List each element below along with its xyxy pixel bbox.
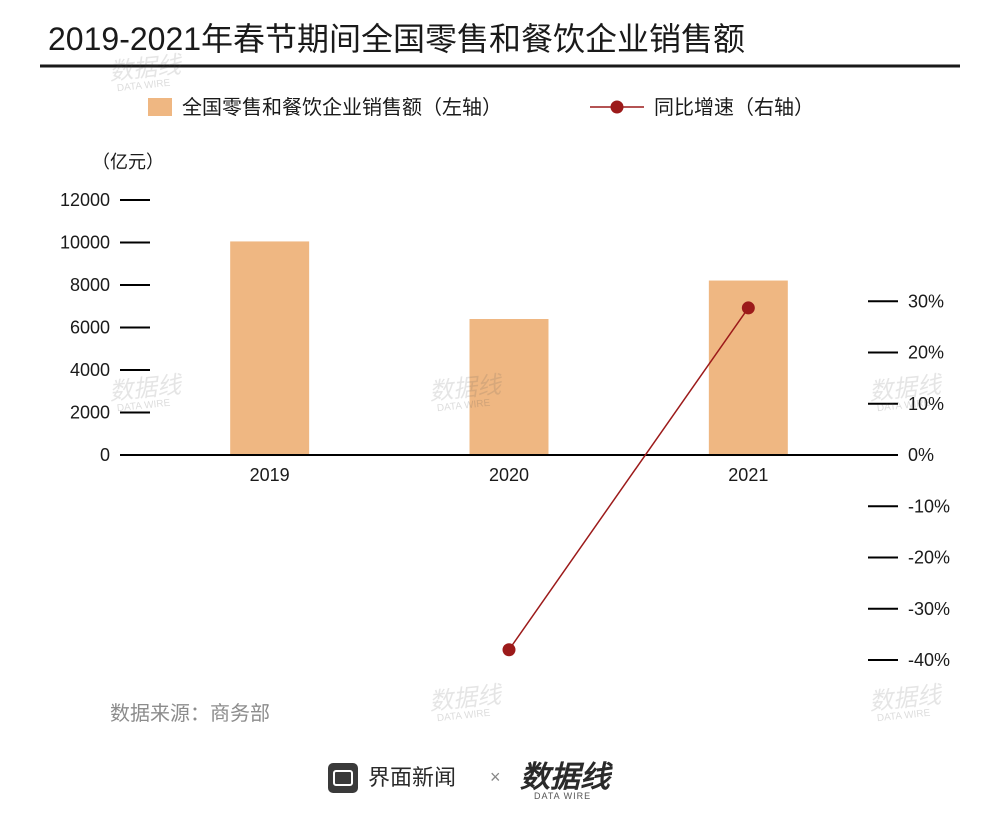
left-axis-unit: （亿元） — [92, 152, 164, 172]
left-tick-label: 10000 — [60, 233, 110, 253]
right-tick-label: 20% — [908, 343, 944, 363]
legend-line-label: 同比增速（右轴） — [654, 96, 814, 119]
right-tick-label: -30% — [908, 599, 950, 619]
bar — [230, 241, 309, 455]
line-marker — [742, 301, 755, 314]
data-source: 数据来源：商务部 — [110, 702, 270, 725]
right-tick-label: 30% — [908, 291, 944, 311]
legend-bar-label: 全国零售和餐饮企业销售额（左轴） — [182, 96, 502, 119]
footer-brand2: 数据线 — [520, 761, 614, 794]
right-tick-label: -10% — [908, 496, 950, 516]
right-tick-label: 0% — [908, 445, 934, 465]
left-tick-label: 4000 — [70, 360, 110, 380]
left-tick-label: 12000 — [60, 190, 110, 210]
chart-container: 2019-2021年春节期间全国零售和餐饮企业销售额全国零售和餐饮企业销售额（左… — [0, 0, 1000, 831]
left-tick-label: 2000 — [70, 403, 110, 423]
legend: 全国零售和餐饮企业销售额（左轴） 同比增速（右轴） — [148, 96, 814, 119]
line-marker — [503, 643, 516, 656]
right-tick-label: -20% — [908, 548, 950, 568]
left-tick-label: 0 — [100, 445, 110, 465]
chart-title: 2019-2021年春节期间全国零售和餐饮企业销售额 — [48, 21, 745, 57]
left-tick-label: 8000 — [70, 275, 110, 295]
brand1-icon — [328, 763, 358, 793]
legend-line-marker — [611, 101, 624, 114]
footer-brand2-sub: DATA WIRE — [534, 791, 591, 801]
footer-sep: × — [490, 767, 501, 787]
right-tick-label: -40% — [908, 650, 950, 670]
left-tick-label: 6000 — [70, 318, 110, 338]
x-tick-label: 2020 — [489, 465, 529, 485]
legend-bar-swatch — [148, 98, 172, 116]
footer-brand1: 界面新闻 — [368, 765, 456, 790]
x-tick-label: 2019 — [250, 465, 290, 485]
x-tick-label: 2021 — [728, 465, 768, 485]
chart-svg: 2019-2021年春节期间全国零售和餐饮企业销售额全国零售和餐饮企业销售额（左… — [0, 0, 1000, 831]
